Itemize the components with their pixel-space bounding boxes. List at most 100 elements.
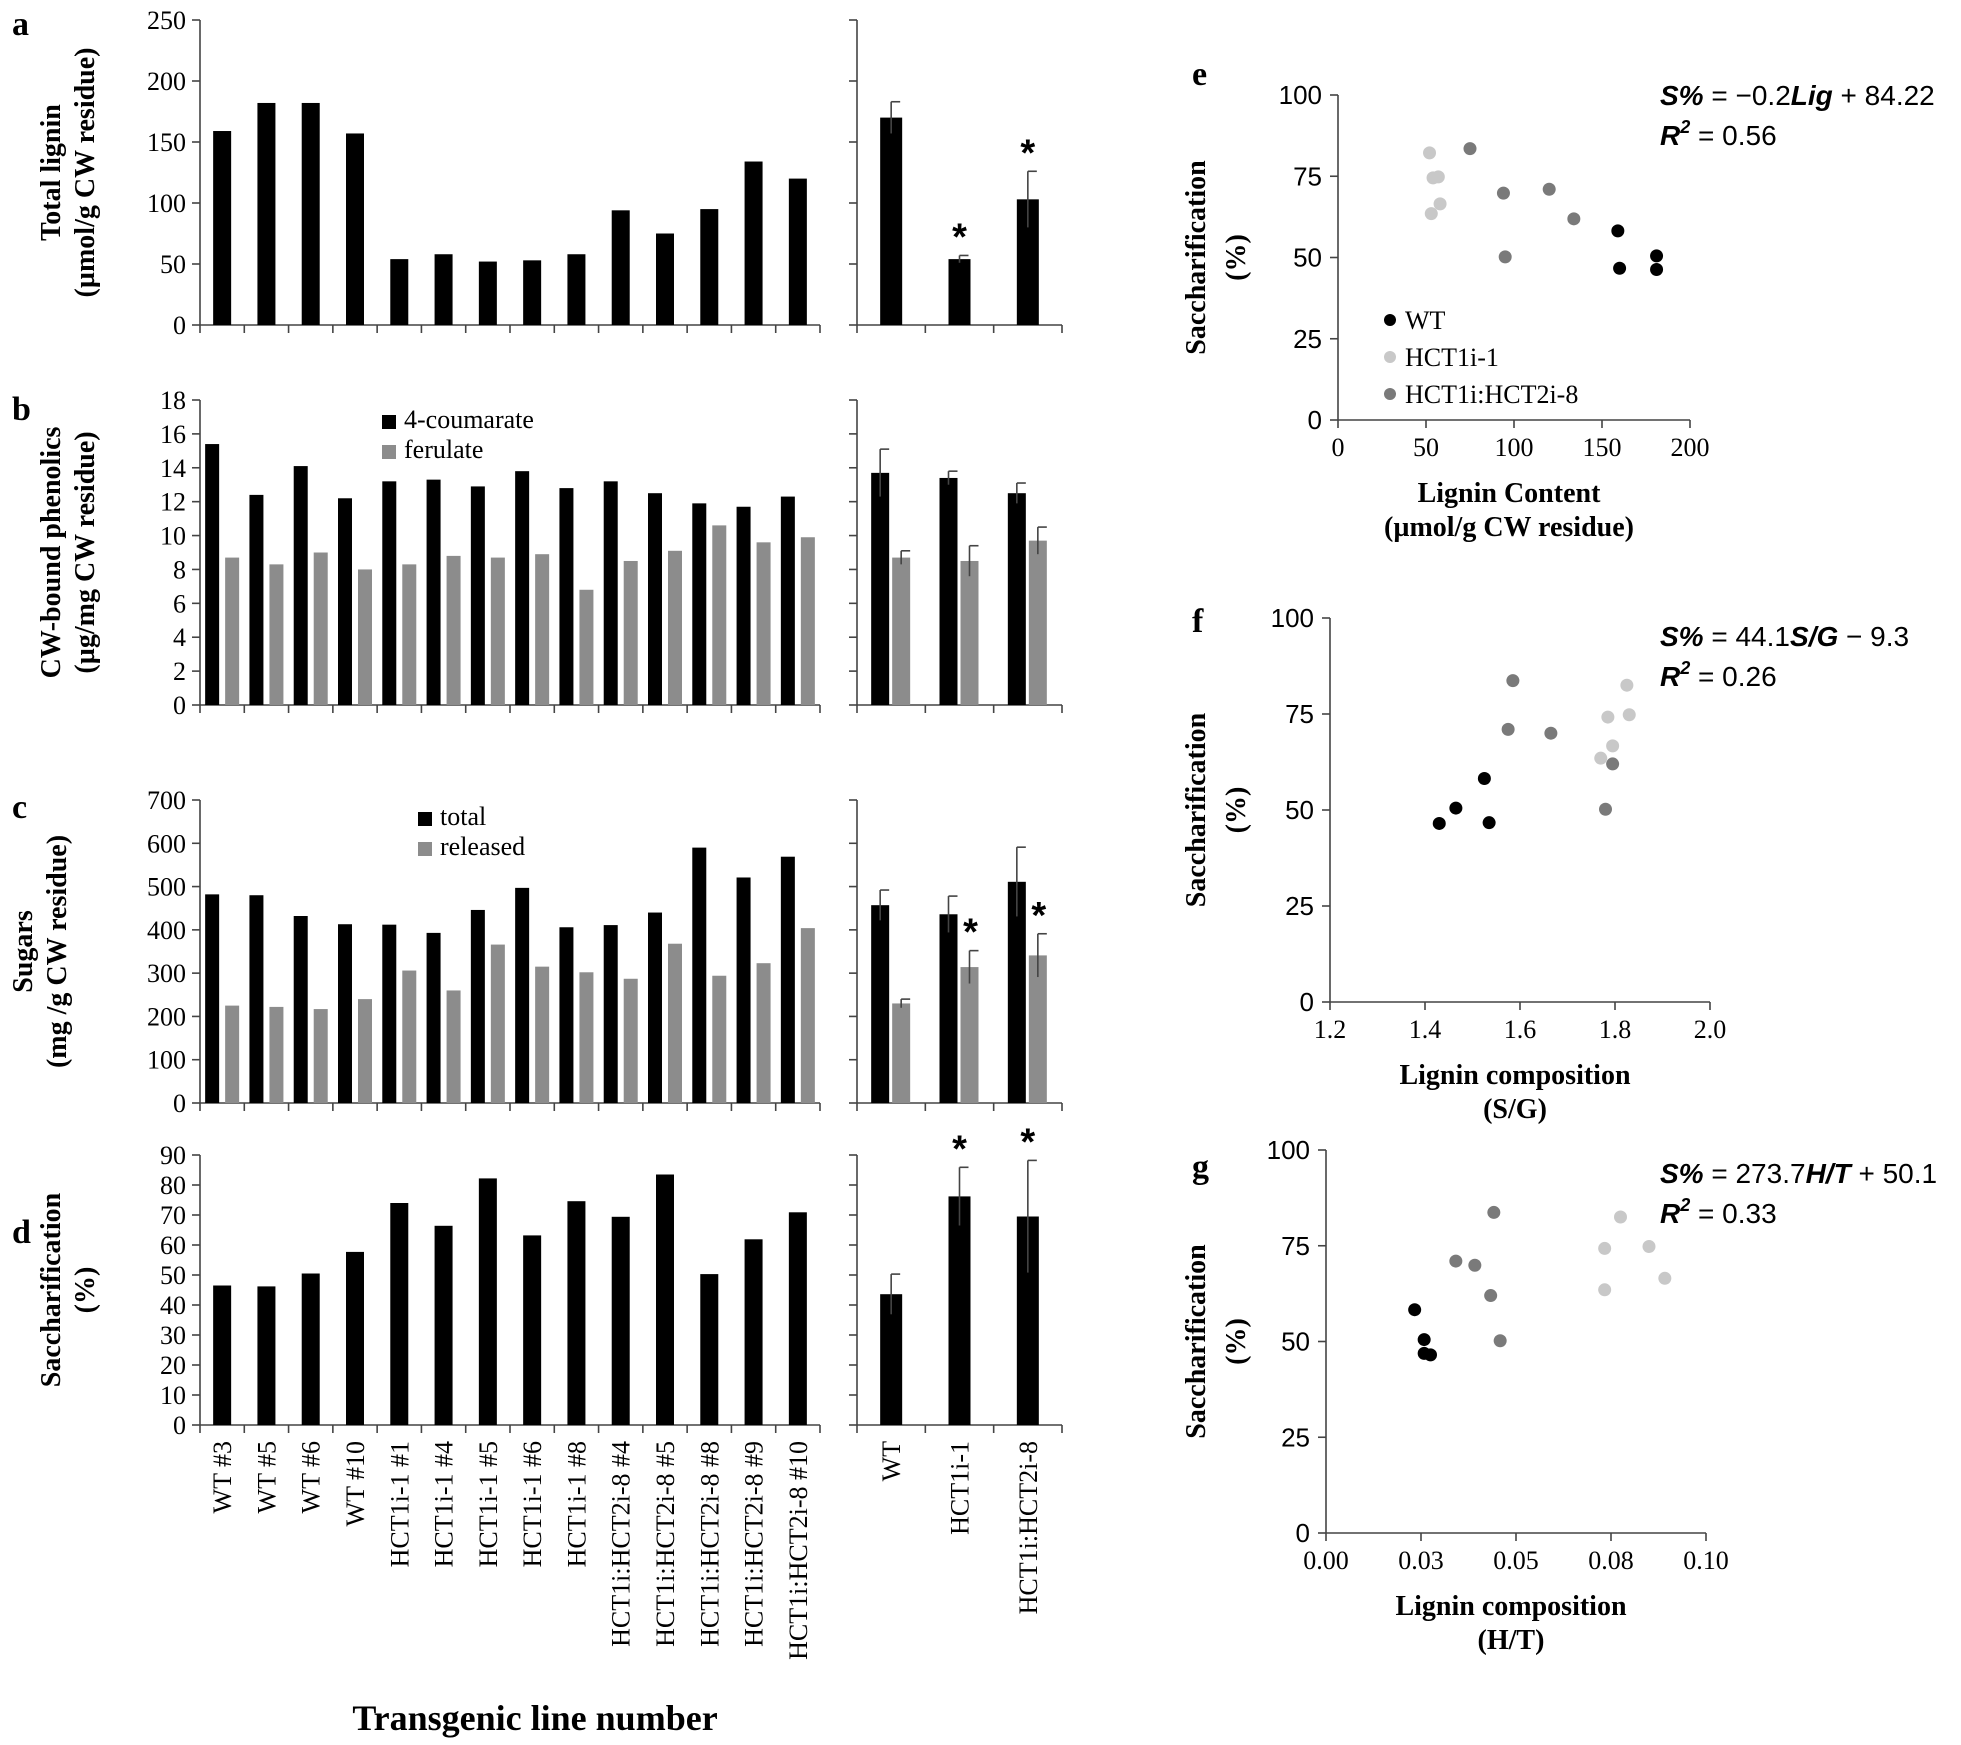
bar-total-lignin-4	[390, 259, 409, 325]
point-hct1i-hct2i-8-4	[1493, 1334, 1507, 1348]
x-tick-label: 1.2	[1314, 1015, 1347, 1044]
bar-released-12	[756, 963, 771, 1103]
legend-label: 4-coumarate	[404, 405, 534, 434]
bar-saccharification-0	[213, 1285, 232, 1425]
legend-label: ferulate	[404, 435, 483, 464]
x-category-label: HCT1i-1 #6	[518, 1441, 547, 1567]
point-hct1i-1-3	[1642, 1240, 1656, 1254]
bar-4-coumarate-10	[648, 493, 662, 705]
x-axis-title: Lignin composition	[1395, 1591, 1626, 1622]
group-bar-released-1	[960, 967, 979, 1103]
x-category-label: HCT1i:HCT2i-8 #9	[740, 1441, 769, 1647]
point-wt-0	[1408, 1303, 1422, 1317]
bar-released-3	[358, 999, 372, 1103]
y-axis-title: CW-bound phenolics (µg/mg CW residue)	[36, 426, 101, 678]
legend-label: WT	[1405, 306, 1446, 335]
bar-ferulate-3	[358, 569, 372, 705]
x-category-label: HCT1i:HCT2i-8 #4	[607, 1441, 636, 1647]
y-tick-label: 14	[160, 454, 186, 483]
group-bar-ferulate-0	[892, 557, 911, 705]
y-tick-label: 400	[147, 916, 186, 945]
significance-star: *	[1031, 895, 1046, 937]
bar-released-10	[668, 943, 682, 1103]
y-axis-title: Saccharification (%)	[1181, 712, 1252, 907]
y-tick-label: 0	[173, 691, 186, 720]
bar-released-0	[225, 1005, 240, 1103]
regression-equation: S% = 44.1S/G − 9.3	[1660, 621, 1909, 652]
x-tick-label: 1.4	[1409, 1015, 1442, 1044]
x-axis-title: Lignin composition	[1399, 1060, 1630, 1091]
panel-letter: c	[12, 789, 27, 826]
bar-4-coumarate-1	[249, 494, 264, 705]
bar-released-9	[623, 978, 638, 1103]
bar-4-coumarate-7	[515, 471, 530, 705]
bar-released-13	[800, 928, 815, 1103]
group-bar-4-coumarate-1	[939, 477, 958, 705]
y-tick-label: 75	[1281, 1231, 1310, 1261]
panel-letter: a	[12, 6, 29, 43]
bar-total-lignin-11	[700, 209, 719, 325]
x-tick-label: 200	[1671, 433, 1710, 462]
y-tick-label: 50	[1281, 1327, 1310, 1357]
y-tick-label: 25	[1293, 324, 1322, 354]
bar-ferulate-0	[225, 557, 240, 705]
point-wt-0	[1432, 816, 1446, 830]
group-bar-4-coumarate-0	[871, 472, 890, 705]
y-tick-label: 100	[1267, 1135, 1310, 1165]
bar-ferulate-6	[490, 557, 505, 705]
point-hct1i-hct2i-8-2	[1544, 726, 1558, 740]
y-tick-label: 100	[147, 1046, 186, 1075]
x-axis-title: Lignin Content	[1418, 478, 1601, 509]
x-tick-label: 0.08	[1588, 1546, 1634, 1575]
group-bar-ferulate-2	[1028, 540, 1047, 705]
bar-total-0	[205, 894, 220, 1103]
x-category-label: HCT1i:HCT2i-8 #5	[651, 1441, 680, 1647]
bar-4-coumarate-4	[382, 481, 397, 705]
r-squared: R2 = 0.26	[1660, 658, 1777, 692]
bar-released-5	[446, 990, 461, 1103]
point-hct1i-1-0	[1594, 751, 1608, 765]
x-tick-label: 2.0	[1694, 1015, 1727, 1044]
x-axis-subtitle: (S/G)	[1483, 1094, 1547, 1125]
bar-total-13	[780, 856, 795, 1103]
y-tick-label: 0	[1308, 405, 1322, 435]
bar-released-8	[579, 972, 594, 1103]
group-bar-total-2	[1007, 881, 1026, 1103]
legend-label: total	[440, 802, 486, 831]
bar-ferulate-11	[712, 525, 727, 705]
bar-total-lignin-7	[523, 260, 542, 325]
y-tick-label: 90	[160, 1141, 186, 1170]
panel-letter: e	[1192, 56, 1207, 93]
bar-released-7	[535, 966, 550, 1103]
group-bar-released-0	[892, 1003, 911, 1103]
bar-released-4	[402, 970, 417, 1103]
point-hct1i-1-0	[1423, 146, 1437, 160]
x-group-label: WT	[877, 1441, 906, 1482]
significance-star: *	[1020, 132, 1035, 174]
bar-ferulate-5	[446, 555, 461, 705]
bar-saccharification-12	[744, 1239, 763, 1425]
r-squared: R2 = 0.56	[1660, 117, 1777, 151]
bar-total-lignin-6	[478, 261, 497, 325]
regression-equation: S% = −0.2Lig + 84.22	[1660, 80, 1935, 111]
point-hct1i-1-4	[1622, 708, 1636, 722]
y-tick-label: 700	[147, 786, 186, 815]
point-wt-1	[1417, 1333, 1431, 1347]
bar-total-5	[426, 932, 441, 1103]
bar-saccharification-11	[700, 1274, 719, 1425]
y-tick-label: 50	[160, 1261, 186, 1290]
x-tick-label: 100	[1495, 433, 1534, 462]
panel-f: 0 25 50 75 100 1.2 1.4 1.6 1.8 2.0 S% = 44.1S/G − …	[1181, 603, 1909, 1125]
bar-total-lignin-2	[301, 102, 320, 326]
bar-4-coumarate-3	[338, 498, 352, 705]
x-axis-subtitle: (µmol/g CW residue)	[1384, 512, 1634, 543]
bar-total-lignin-5	[434, 254, 453, 325]
point-hct1i-hct2i-8-1	[1506, 674, 1520, 688]
bar-released-11	[712, 975, 727, 1103]
point-hct1i-hct2i-8-1	[1496, 186, 1510, 200]
y-tick-label: 4	[173, 623, 186, 652]
x-category-label: HCT1i-1 #4	[430, 1441, 459, 1567]
y-axis-title: Total lignin (µmol/g CW residue)	[36, 48, 101, 298]
x-category-label: WT #3	[208, 1441, 237, 1513]
